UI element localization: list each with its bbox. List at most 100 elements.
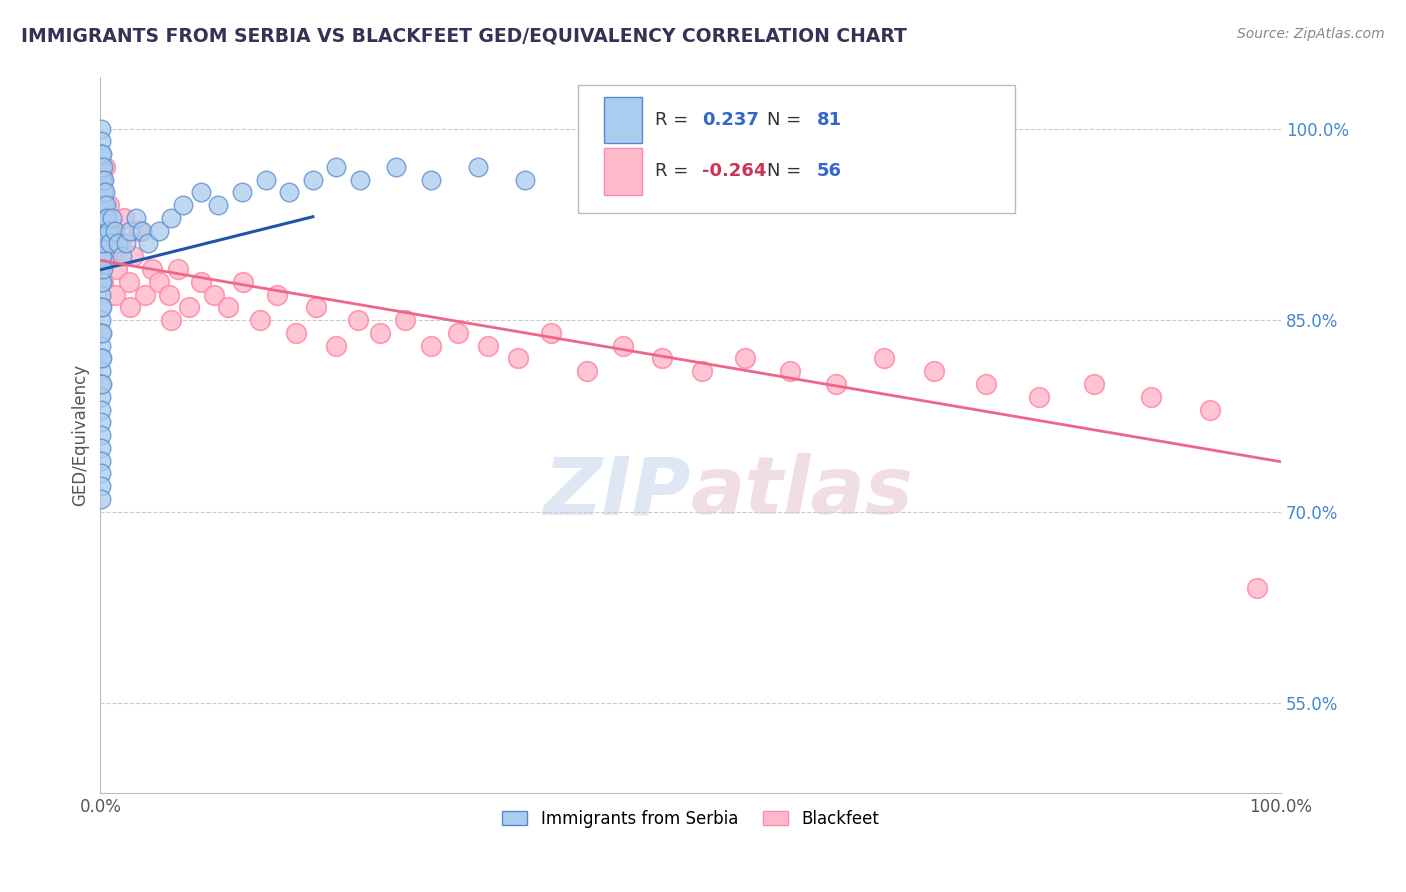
Point xyxy=(825,376,848,391)
Point xyxy=(90,275,112,289)
Point xyxy=(118,301,141,315)
Point xyxy=(90,402,112,417)
Point xyxy=(90,376,112,391)
Point xyxy=(873,351,896,366)
Point xyxy=(90,390,112,404)
Text: IMMIGRANTS FROM SERBIA VS BLACKFEET GED/EQUIVALENCY CORRELATION CHART: IMMIGRANTS FROM SERBIA VS BLACKFEET GED/… xyxy=(21,27,907,45)
Point xyxy=(90,224,112,238)
Text: N =: N = xyxy=(768,162,807,180)
Point xyxy=(148,275,170,289)
Point xyxy=(90,172,112,186)
Point xyxy=(90,287,112,301)
Point xyxy=(922,364,945,378)
Point xyxy=(90,262,112,277)
Text: 81: 81 xyxy=(817,111,842,129)
Point xyxy=(90,301,112,315)
Text: atlas: atlas xyxy=(690,453,914,532)
Point xyxy=(160,313,183,327)
Point xyxy=(105,262,128,277)
Point xyxy=(325,338,347,352)
Point xyxy=(90,198,112,212)
Point xyxy=(90,236,112,251)
Point xyxy=(738,160,761,174)
Point xyxy=(103,224,125,238)
Point xyxy=(90,301,112,315)
Point xyxy=(96,249,118,263)
Point xyxy=(285,326,308,340)
Point xyxy=(974,376,997,391)
Point xyxy=(90,428,112,442)
Point xyxy=(90,326,112,340)
Text: 0.237: 0.237 xyxy=(703,111,759,129)
Point xyxy=(122,249,145,263)
Legend: Immigrants from Serbia, Blackfeet: Immigrants from Serbia, Blackfeet xyxy=(495,803,886,834)
Point xyxy=(100,249,122,263)
Point xyxy=(94,211,117,225)
Point xyxy=(177,301,200,315)
Point xyxy=(202,287,225,301)
Point xyxy=(90,249,112,263)
Point xyxy=(266,287,288,301)
Point xyxy=(1083,376,1105,391)
Point xyxy=(508,351,530,366)
Point xyxy=(96,211,118,225)
Point xyxy=(734,351,756,366)
Point xyxy=(96,236,118,251)
Point xyxy=(655,172,678,186)
Point xyxy=(190,275,212,289)
Point xyxy=(540,326,562,340)
Point xyxy=(136,236,159,251)
Text: ZIP: ZIP xyxy=(543,453,690,532)
Point xyxy=(90,186,112,200)
Point xyxy=(115,236,138,251)
Point xyxy=(90,326,112,340)
Point xyxy=(128,224,150,238)
Point xyxy=(447,326,470,340)
Point xyxy=(779,364,801,378)
Point xyxy=(131,224,153,238)
Point xyxy=(91,160,114,174)
Point xyxy=(207,198,229,212)
Point xyxy=(94,160,117,174)
Point xyxy=(91,236,114,251)
Point xyxy=(467,160,489,174)
Point xyxy=(94,186,117,200)
Point xyxy=(254,172,277,186)
Point xyxy=(515,172,537,186)
Point xyxy=(98,236,121,251)
Point xyxy=(90,121,112,136)
Point xyxy=(91,275,114,289)
Point xyxy=(134,287,156,301)
Point xyxy=(90,376,112,391)
Point xyxy=(91,186,114,200)
Point xyxy=(90,172,112,186)
Text: -0.264: -0.264 xyxy=(703,162,766,180)
Point xyxy=(101,211,124,225)
Point xyxy=(217,301,239,315)
Point xyxy=(90,338,112,352)
Point xyxy=(612,338,634,352)
Point xyxy=(90,134,112,148)
Point xyxy=(160,211,183,225)
Point xyxy=(394,313,416,327)
Point xyxy=(1246,582,1268,596)
Point xyxy=(90,453,112,467)
Text: N =: N = xyxy=(768,111,807,129)
Text: 56: 56 xyxy=(817,162,842,180)
Point xyxy=(249,313,271,327)
Point xyxy=(190,186,212,200)
Point xyxy=(90,441,112,455)
Point xyxy=(368,326,391,340)
Point xyxy=(148,224,170,238)
Point xyxy=(90,313,112,327)
Point xyxy=(90,211,112,225)
Point xyxy=(93,224,115,238)
Point xyxy=(90,147,112,161)
Point xyxy=(346,313,368,327)
Point xyxy=(419,338,441,352)
Point xyxy=(167,262,190,277)
Point xyxy=(302,172,325,186)
Point xyxy=(477,338,499,352)
Point xyxy=(1140,390,1163,404)
Point xyxy=(110,249,132,263)
